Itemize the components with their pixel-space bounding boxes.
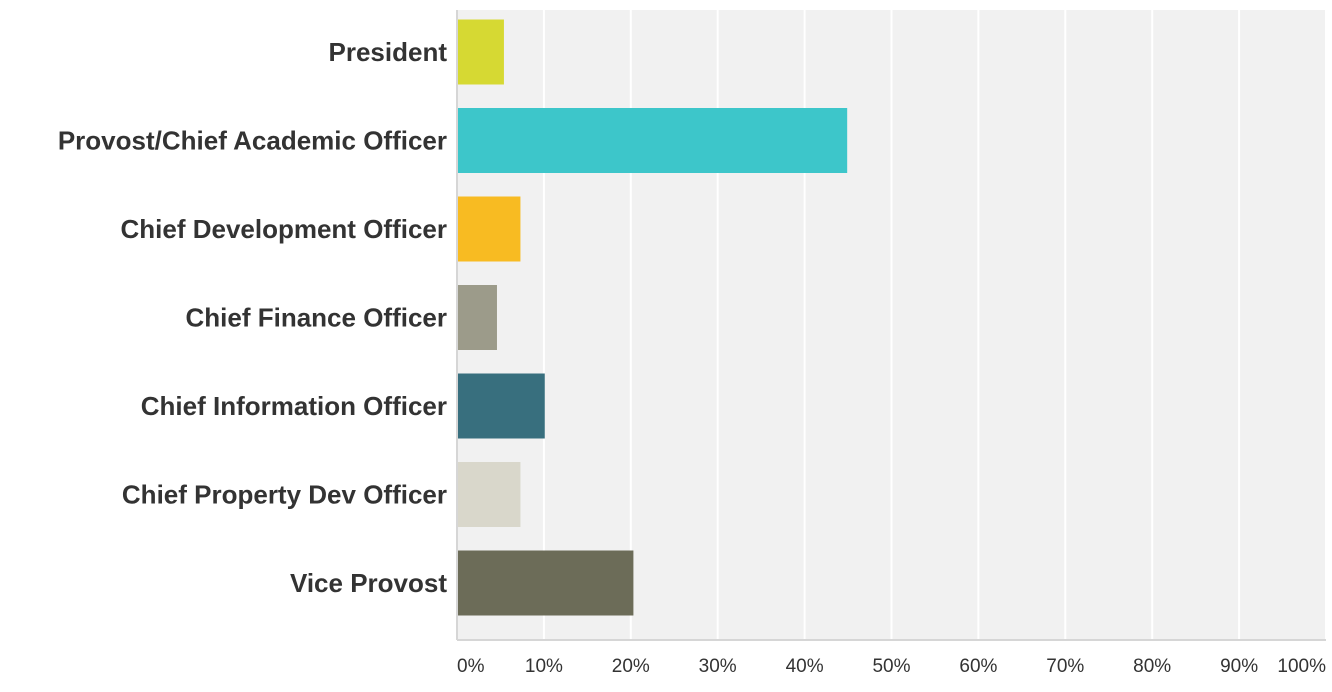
x-tick-label: 20% [612, 656, 650, 677]
category-label: Vice Provost [290, 568, 447, 598]
x-tick-label: 0% [457, 656, 485, 677]
x-tick-label: 70% [1046, 656, 1084, 677]
category-label: Chief Information Officer [141, 391, 447, 421]
category-label: Provost/Chief Academic Officer [58, 126, 447, 156]
x-tick-label: 40% [786, 656, 824, 677]
bar [458, 462, 521, 527]
bar [458, 373, 545, 439]
category-label: Chief Property Dev Officer [122, 480, 447, 510]
bar [458, 108, 848, 173]
category-labels: President Provost/Chief Academic Officer C… [58, 37, 447, 598]
bar [458, 19, 504, 85]
x-tick-label: 80% [1133, 656, 1171, 677]
bars [458, 19, 848, 616]
category-label: President [329, 37, 448, 67]
x-tick-label: 10% [525, 656, 563, 677]
bar [458, 285, 497, 350]
x-tick-labels: 0% 10% 20% 30% 40% 50% 60% 70% 80% 90% 100% [457, 656, 1326, 677]
x-tick-label: 50% [872, 656, 910, 677]
x-tick-label: 100% [1277, 656, 1326, 677]
category-label: Chief Development Officer [120, 214, 447, 244]
x-tick-label: 30% [699, 656, 737, 677]
x-tick-label: 60% [959, 656, 997, 677]
x-tick-label: 90% [1220, 656, 1258, 677]
bar [458, 196, 521, 262]
category-label: Chief Finance Officer [186, 303, 448, 333]
bar [458, 550, 634, 616]
